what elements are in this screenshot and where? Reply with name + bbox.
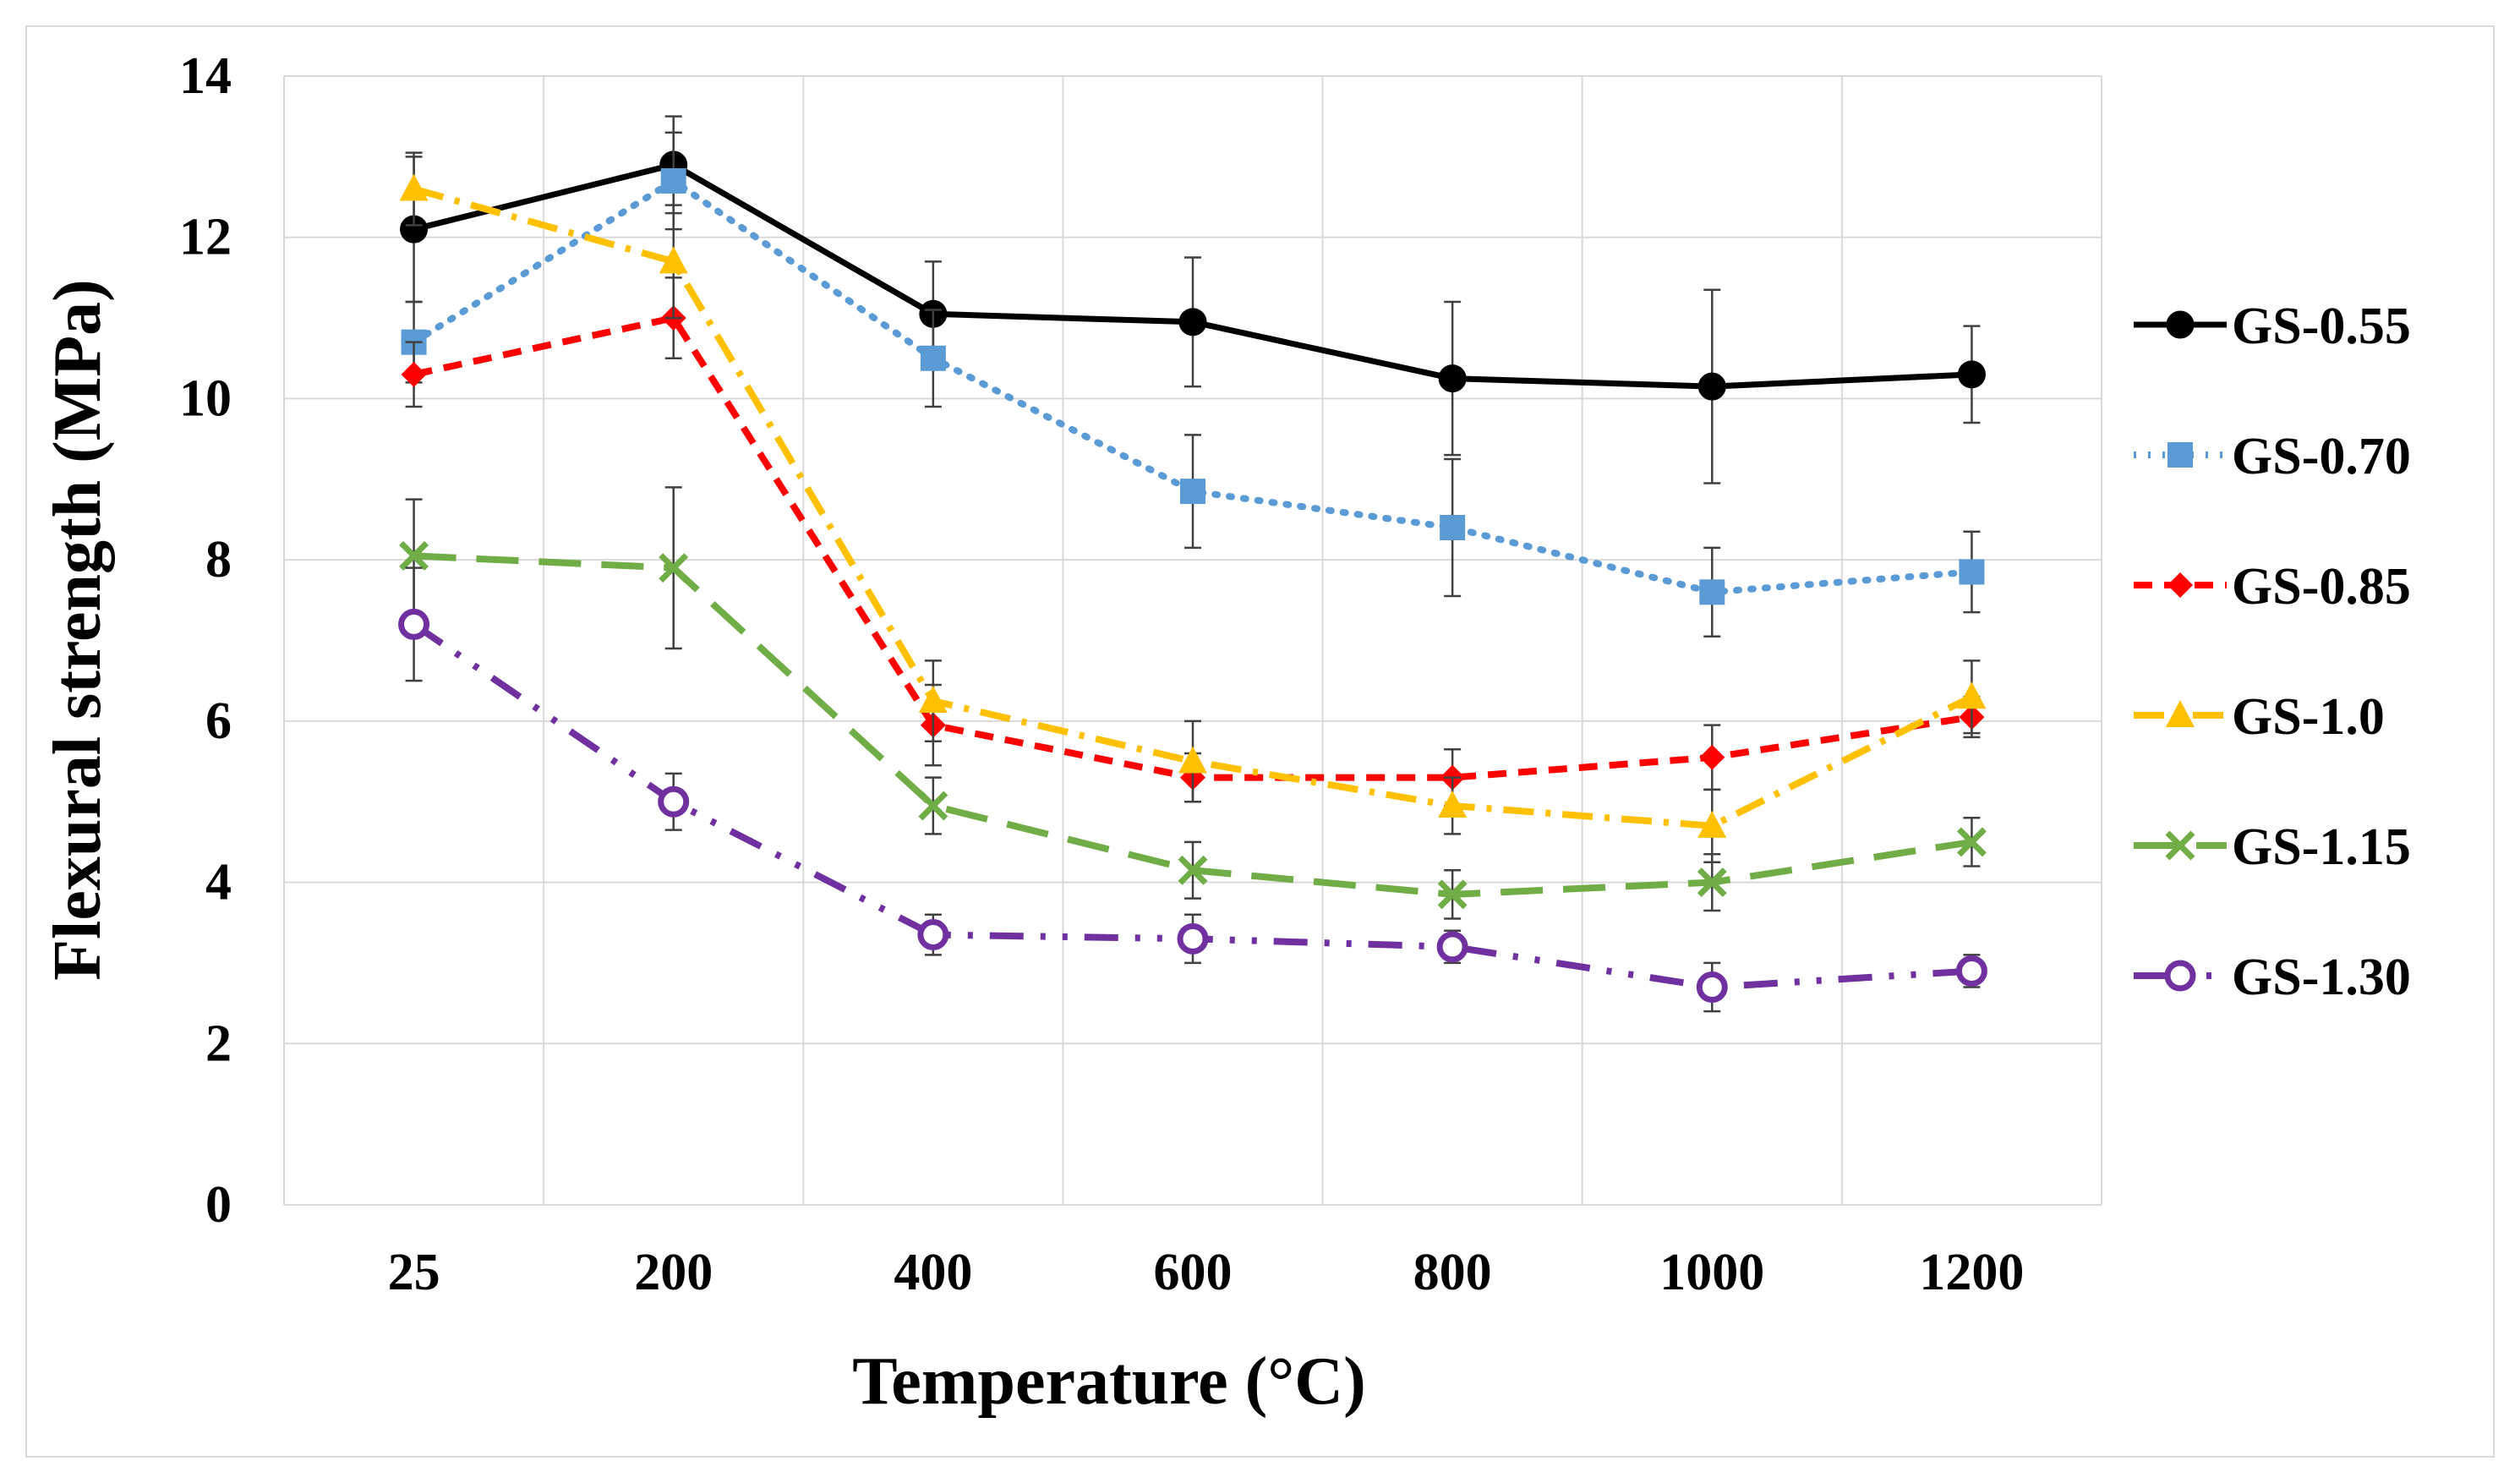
data-point [918,791,948,821]
legend-label: GS-1.0 [2232,688,2385,746]
x-tick-label: 1200 [1919,1244,2024,1301]
data-point [1959,559,1985,585]
data-point [1180,479,1205,505]
legend-item-gs-0.70: GS-0.70 [2134,428,2411,485]
chart-frame [25,25,2495,1458]
data-point [1436,931,1468,963]
legend-marker [2167,572,2193,598]
y-tick-label: 14 [179,47,232,105]
data-point [1955,955,1987,987]
data-point [1957,360,1986,389]
x-tick-label: 1000 [1659,1244,1764,1301]
legend: GS-0.55 GS-0.70 GS-0.85 GS-1.0 GS-1.15 GS-1.3… [2134,298,2411,1006]
data-point [1697,867,1727,898]
y-axis-title: Flexural strength (MPa) [41,279,115,980]
y-tick-label: 10 [179,369,232,427]
legend-label: GS-1.30 [2232,949,2411,1006]
data-point [399,173,429,201]
series-gs-1.15 [399,486,1987,920]
data-point [659,246,688,274]
data-point [1178,308,1207,337]
x-tick-label: 800 [1413,1244,1492,1301]
legend-label: GS-0.55 [2232,298,2411,355]
data-point [1956,827,1987,857]
legend-marker [2167,442,2193,468]
data-point [658,785,690,818]
data-point [920,345,946,371]
series-gs-0.55 [400,115,1986,484]
data-point [1957,681,1987,709]
data-point [1440,515,1466,540]
y-tick-label: 8 [205,531,232,588]
x-tick-label: 600 [1154,1244,1233,1301]
series-group [398,115,1987,1013]
data-point [917,919,949,951]
y-tick-label: 6 [205,692,232,750]
data-point [1697,810,1727,838]
y-tick-label: 0 [205,1176,232,1234]
legend-marker [2165,830,2195,861]
legend-marker [2166,700,2195,727]
y-tick-label: 4 [205,854,232,911]
data-point [1437,879,1468,910]
data-point [1697,372,1726,401]
data-point [401,361,427,387]
data-point [1178,746,1207,774]
data-point [1438,364,1467,393]
y-tick-label: 2 [205,1015,232,1072]
legend-item-gs-1.30: GS-1.30 [2134,949,2411,1006]
data-point [399,540,429,571]
data-point [660,167,686,194]
axes: 0 2 4 6 8 10 12 14 25 200 400 600 800 1000 1200 [179,47,2024,1301]
legend-item-gs-1.0: GS-1.0 [2134,688,2385,746]
data-point [1438,790,1468,818]
legend-marker [2164,960,2196,992]
legend-item-gs-1.15: GS-1.15 [2134,818,2411,876]
x-axis-title: Temperature (°C) [852,1344,1365,1419]
gridlines [283,75,2102,1206]
data-point [1696,971,1728,1004]
legend-label: GS-0.85 [2232,558,2411,616]
legend-label: GS-0.70 [2232,428,2411,485]
data-point [1699,744,1725,770]
data-point [1699,579,1725,605]
data-point [918,686,948,714]
x-tick-label: 200 [634,1244,713,1301]
legend-item-gs-0.85: GS-0.85 [2134,558,2411,616]
data-point [1178,855,1208,885]
data-point [659,553,689,583]
data-point [1177,922,1209,955]
data-point [398,608,430,640]
series-gs-1.0 [399,151,1987,863]
x-tick-label: 25 [388,1244,440,1301]
x-tick-label: 400 [894,1244,972,1301]
legend-marker [2166,310,2195,339]
legend-label: GS-1.15 [2232,818,2411,876]
y-tick-label: 12 [179,209,232,266]
series-gs-1.30 [398,566,1987,1013]
legend-item-gs-0.55: GS-0.55 [2134,298,2411,355]
